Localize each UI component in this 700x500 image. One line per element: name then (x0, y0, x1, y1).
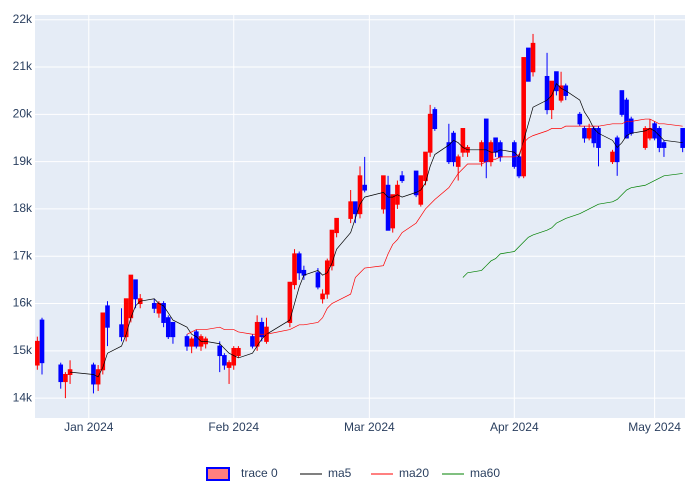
legend-label: trace 0 (241, 466, 278, 480)
candle-body (680, 128, 685, 148)
candle-body (184, 336, 190, 347)
candle-body (362, 184, 367, 191)
candle-body (119, 324, 124, 338)
candle-body (656, 128, 662, 148)
candle-body (353, 201, 358, 215)
candle-body (614, 137, 620, 163)
candle-body (446, 142, 452, 163)
candle-body (451, 132, 456, 163)
candle-body (619, 90, 625, 115)
x-tick-label: Apr 2024 (490, 420, 539, 434)
candle-body (512, 142, 517, 167)
candle-body (217, 345, 223, 357)
candle-body (231, 347, 237, 366)
candle-body (296, 253, 302, 274)
candle-body (105, 305, 110, 328)
legend-swatch (206, 467, 230, 481)
candle-body (250, 336, 255, 347)
candle-body (100, 312, 106, 371)
candle-body (133, 279, 138, 300)
candle-body (170, 321, 176, 338)
candle-body (647, 128, 653, 139)
candle-body (423, 151, 428, 182)
candle-body (63, 373, 68, 383)
candle-body (357, 175, 363, 215)
candle-body (596, 128, 601, 148)
candle-body (582, 128, 587, 139)
candle-body (128, 274, 134, 319)
candle-body (610, 151, 615, 163)
candle-body (348, 201, 353, 219)
candle-body (642, 128, 648, 148)
candle-body (460, 128, 466, 153)
candle-body (479, 142, 484, 163)
y-tick-label: 16k (13, 296, 33, 310)
candle-body (399, 175, 405, 182)
candle-body (39, 319, 45, 364)
candle-body (123, 298, 129, 338)
candle-body (544, 75, 550, 111)
candle-body (483, 118, 489, 163)
legend-label: ma20 (399, 466, 429, 480)
candle-body (526, 47, 531, 82)
candle-body (329, 229, 335, 267)
candle-body (591, 128, 597, 144)
candle-body (661, 142, 667, 148)
candle-body (292, 253, 297, 286)
candle-body (577, 113, 583, 125)
candle-body (35, 340, 40, 366)
y-tick-label: 18k (13, 201, 33, 215)
legend: trace 0 ma5 ma20 ma60 (206, 466, 500, 481)
candle-body (493, 137, 498, 153)
x-tick-label: Jan 2024 (64, 420, 114, 434)
y-tick-label: 14k (13, 390, 33, 404)
legend-label: ma60 (470, 466, 500, 480)
x-tick-label: May 2024 (628, 420, 681, 434)
candle-body (194, 331, 199, 347)
candle-body (236, 347, 241, 357)
candle-body (530, 42, 536, 73)
candle-body (334, 217, 339, 234)
candle-body (320, 293, 325, 300)
candle-body (390, 194, 396, 229)
y-tick-label: 22k (13, 12, 33, 26)
candle-body (432, 109, 438, 130)
candle-body (624, 99, 629, 139)
candle-body (151, 303, 157, 309)
candle-body (558, 85, 564, 101)
y-tick-label: 21k (13, 59, 33, 73)
candle-body (455, 156, 461, 167)
x-tick-label: Feb 2024 (208, 420, 259, 434)
candle-body (165, 317, 171, 338)
y-tick-label: 15k (13, 343, 33, 357)
candle-body (315, 272, 321, 288)
candle-body (554, 71, 559, 92)
candle-body (58, 364, 64, 383)
ma-line (462, 173, 683, 278)
candle-body (156, 303, 162, 314)
y-tick-label: 19k (13, 154, 33, 168)
candle-body (287, 281, 293, 323)
candle-body (161, 303, 166, 323)
candle-body (427, 113, 433, 153)
candle-body (189, 338, 194, 347)
candle-body (385, 184, 391, 231)
candle-body (586, 128, 592, 139)
ma-line (186, 118, 683, 335)
candle-body (222, 355, 227, 366)
y-tick-label: 17k (13, 248, 33, 262)
ma-line (70, 82, 683, 378)
y-tick-label: 20k (13, 107, 33, 121)
candle-body (516, 156, 522, 177)
candle-body (226, 362, 232, 368)
x-tick-label: Mar 2024 (344, 420, 395, 434)
legend-label: ma5 (328, 466, 352, 480)
candle-body (413, 170, 419, 196)
candle-body (324, 260, 330, 295)
candle-body (259, 321, 265, 338)
candle-body (521, 57, 526, 177)
